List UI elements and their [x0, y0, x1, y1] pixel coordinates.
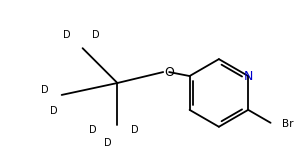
Text: O: O	[164, 66, 174, 79]
Text: D: D	[104, 138, 111, 148]
Text: D: D	[89, 125, 96, 135]
Text: D: D	[92, 30, 99, 40]
Text: D: D	[130, 125, 138, 135]
Text: N: N	[243, 70, 253, 83]
Text: D: D	[41, 85, 49, 95]
Text: D: D	[63, 30, 71, 40]
Text: D: D	[50, 106, 58, 116]
Text: Br: Br	[281, 119, 293, 129]
